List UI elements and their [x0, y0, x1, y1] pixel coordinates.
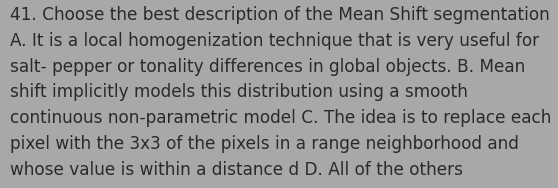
Text: pixel with the 3x3 of the pixels in a range neighborhood and: pixel with the 3x3 of the pixels in a ra… [10, 135, 519, 153]
Text: 41. Choose the best description of the Mean Shift segmentation: 41. Choose the best description of the M… [10, 6, 550, 24]
Text: A. It is a local homogenization technique that is very useful for: A. It is a local homogenization techniqu… [10, 32, 539, 50]
Text: salt- pepper or tonality differences in global objects. B. Mean: salt- pepper or tonality differences in … [10, 58, 525, 76]
Text: whose value is within a distance d D. All of the others: whose value is within a distance d D. Al… [10, 161, 463, 179]
Text: shift implicitly models this distribution using a smooth: shift implicitly models this distributio… [10, 83, 468, 102]
Text: continuous non-parametric model C. The idea is to replace each: continuous non-parametric model C. The i… [10, 109, 551, 127]
